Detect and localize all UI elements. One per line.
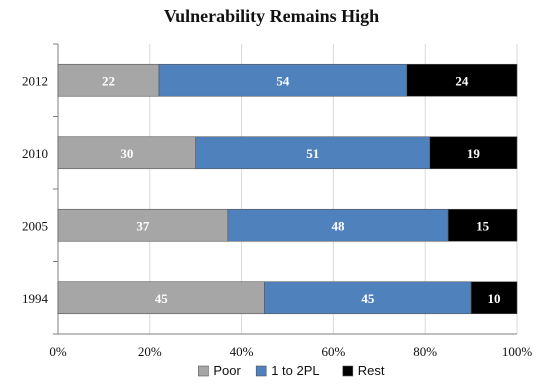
data-label-1-to-2pl: 48 [331,218,345,233]
bar-1-to-2pl [227,208,449,242]
bar-poor [57,63,160,97]
data-label-poor: 37 [136,218,150,233]
x-tick-label: 20% [138,344,162,359]
bar-rest [406,63,518,97]
bar-1-to-2pl [264,281,472,315]
bar-rest [429,136,518,170]
y-tick-label: 1994 [22,291,49,306]
x-tick-label: 0% [49,344,67,359]
data-label-poor: 30 [120,146,133,161]
data-label-1-to-2pl: 51 [306,146,319,161]
bar-1-to-2pl [158,63,408,97]
bar-rest [447,208,518,242]
chart-title: Vulnerability Remains High [163,6,380,26]
bar-1-to-2pl [195,136,431,170]
data-label-rest: 10 [488,291,501,306]
bar-poor [57,208,229,242]
y-tick-label: 2005 [22,218,48,233]
x-tick-label: 100% [502,344,533,359]
data-label-poor: 22 [102,73,115,88]
legend-label: Poor [213,363,241,378]
legend-label: 1 to 2PL [271,363,319,378]
legend-label: Rest [358,363,385,378]
y-tick-label: 2012 [22,73,48,88]
x-tick-label: 80% [413,344,437,359]
bar-rest [470,281,518,315]
y-tick-label: 2010 [22,146,48,161]
data-label-1-to-2pl: 45 [361,291,375,306]
legend-swatch [342,365,354,377]
data-label-rest: 24 [455,73,469,88]
x-tick-label: 60% [321,344,345,359]
data-label-1-to-2pl: 54 [276,73,290,88]
data-label-rest: 15 [476,218,490,233]
data-label-rest: 19 [467,146,481,161]
legend-swatch [198,365,209,377]
x-tick-label: 40% [230,344,254,359]
data-label-poor: 45 [155,291,169,306]
bar-poor [57,136,196,170]
legend-swatch [255,365,267,377]
